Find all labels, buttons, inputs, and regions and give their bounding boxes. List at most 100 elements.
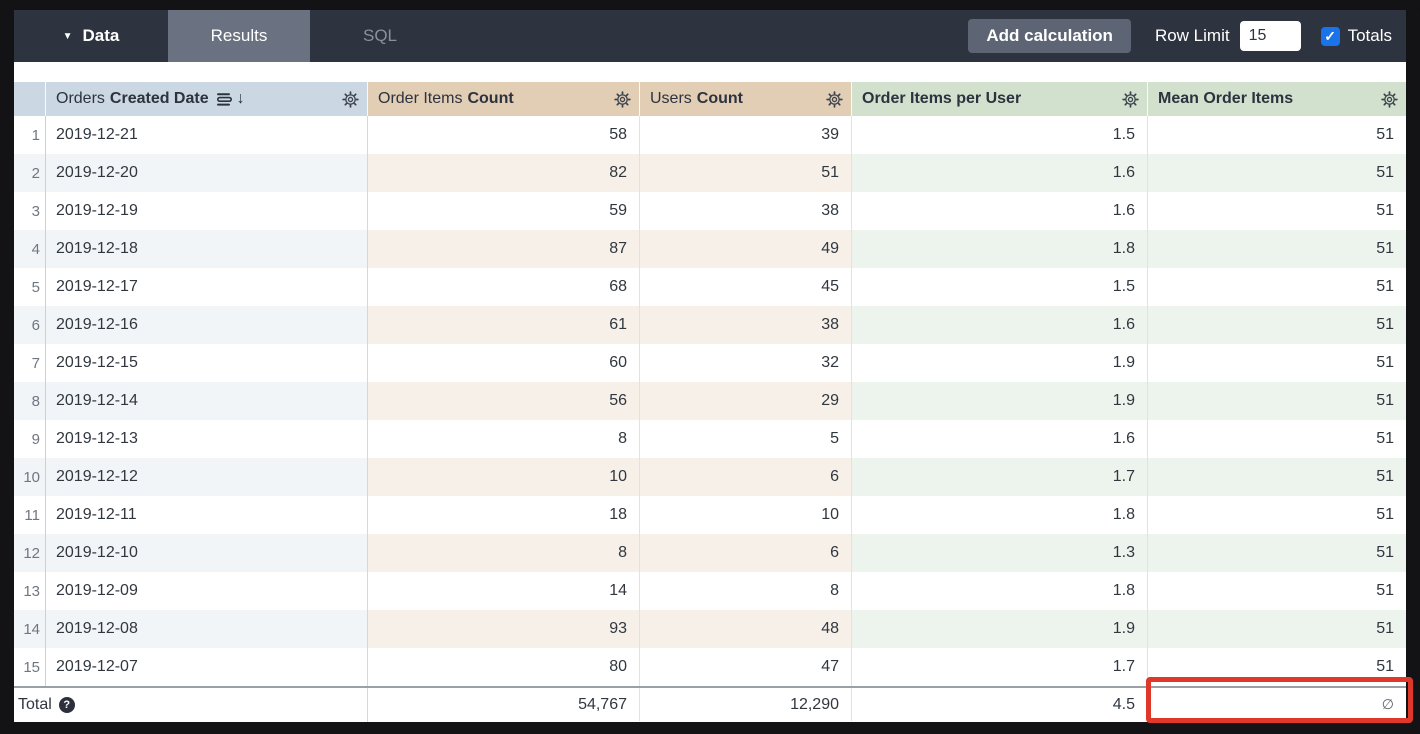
cell-mean-order-items[interactable]: 51 (1148, 116, 1406, 154)
cell-order-items-per-user[interactable]: 1.9 (852, 610, 1148, 648)
cell-order-items-per-user[interactable]: 1.8 (852, 496, 1148, 534)
cell-users-count[interactable]: 47 (640, 648, 852, 686)
cell-mean-order-items[interactable]: 51 (1148, 344, 1406, 382)
cell-mean-order-items[interactable]: 51 (1148, 496, 1406, 534)
cell-mean-order-items[interactable]: 51 (1148, 534, 1406, 572)
cell-users-count[interactable]: 5 (640, 420, 852, 458)
cell-created-date[interactable]: 2019-12-11 (46, 496, 368, 534)
gear-icon[interactable] (614, 90, 631, 108)
cell-order-items-per-user[interactable]: 1.6 (852, 306, 1148, 344)
cell-users-count[interactable]: 38 (640, 192, 852, 230)
cell-order-items-count[interactable]: 59 (368, 192, 640, 230)
total-users-count[interactable]: 12,290 (640, 688, 852, 721)
cell-mean-order-items[interactable]: 51 (1148, 382, 1406, 420)
sort-bars-icon[interactable] (216, 92, 233, 107)
tab-results[interactable]: Results (168, 10, 310, 62)
cell-created-date[interactable]: 2019-12-17 (46, 268, 368, 306)
cell-users-count[interactable]: 45 (640, 268, 852, 306)
cell-mean-order-items[interactable]: 51 (1148, 154, 1406, 192)
cell-users-count[interactable]: 10 (640, 496, 852, 534)
cell-order-items-per-user[interactable]: 1.8 (852, 572, 1148, 610)
cell-order-items-count[interactable]: 8 (368, 534, 640, 572)
cell-created-date[interactable]: 2019-12-14 (46, 382, 368, 420)
cell-order-items-count[interactable]: 80 (368, 648, 640, 686)
cell-users-count[interactable]: 8 (640, 572, 852, 610)
cell-order-items-count[interactable]: 68 (368, 268, 640, 306)
column-header-orders-created-date[interactable]: Orders Created Date ↓ (46, 82, 368, 116)
cell-order-items-per-user[interactable]: 1.6 (852, 192, 1148, 230)
total-order-items-count[interactable]: 54,767 (368, 688, 640, 721)
cell-mean-order-items[interactable]: 51 (1148, 458, 1406, 496)
gear-icon[interactable] (826, 90, 843, 108)
cell-order-items-per-user[interactable]: 1.7 (852, 648, 1148, 686)
column-header-users-count[interactable]: Users Count (640, 82, 852, 116)
cell-order-items-count[interactable]: 10 (368, 458, 640, 496)
cell-mean-order-items[interactable]: 51 (1148, 610, 1406, 648)
cell-mean-order-items[interactable]: 51 (1148, 306, 1406, 344)
column-header-order-items-per-user[interactable]: Order Items per User (852, 82, 1148, 116)
cell-users-count[interactable]: 38 (640, 306, 852, 344)
cell-mean-order-items[interactable]: 51 (1148, 230, 1406, 268)
totals-checkbox[interactable]: ✓ (1320, 26, 1340, 46)
cell-users-count[interactable]: 6 (640, 534, 852, 572)
total-mean-order-items[interactable]: ∅ (1148, 688, 1406, 721)
cell-users-count[interactable]: 48 (640, 610, 852, 648)
data-section-toggle[interactable]: ▼ Data (14, 10, 168, 62)
cell-order-items-count[interactable]: 58 (368, 116, 640, 154)
cell-created-date[interactable]: 2019-12-07 (46, 648, 368, 686)
cell-order-items-per-user[interactable]: 1.7 (852, 458, 1148, 496)
cell-created-date[interactable]: 2019-12-13 (46, 420, 368, 458)
column-header-mean-order-items[interactable]: Mean Order Items (1148, 82, 1406, 116)
row-limit-input[interactable] (1239, 21, 1301, 51)
cell-created-date[interactable]: 2019-12-10 (46, 534, 368, 572)
row-number: 5 (14, 268, 46, 306)
gear-icon[interactable] (342, 90, 359, 108)
cell-created-date[interactable]: 2019-12-08 (46, 610, 368, 648)
cell-users-count[interactable]: 6 (640, 458, 852, 496)
gear-icon[interactable] (1381, 90, 1398, 108)
cell-order-items-count[interactable]: 60 (368, 344, 640, 382)
cell-order-items-per-user[interactable]: 1.5 (852, 116, 1148, 154)
total-row: Total ? 54,767 12,290 4.5 ∅ (14, 686, 1406, 722)
cell-order-items-count[interactable]: 61 (368, 306, 640, 344)
cell-created-date[interactable]: 2019-12-19 (46, 192, 368, 230)
tab-sql[interactable]: SQL (362, 26, 398, 45)
cell-users-count[interactable]: 49 (640, 230, 852, 268)
cell-order-items-per-user[interactable]: 1.6 (852, 154, 1148, 192)
cell-order-items-count[interactable]: 56 (368, 382, 640, 420)
cell-order-items-per-user[interactable]: 1.9 (852, 382, 1148, 420)
cell-users-count[interactable]: 39 (640, 116, 852, 154)
cell-users-count[interactable]: 32 (640, 344, 852, 382)
cell-order-items-per-user[interactable]: 1.5 (852, 268, 1148, 306)
cell-order-items-per-user[interactable]: 1.6 (852, 420, 1148, 458)
cell-mean-order-items[interactable]: 51 (1148, 572, 1406, 610)
cell-order-items-count[interactable]: 87 (368, 230, 640, 268)
gear-icon[interactable] (1122, 90, 1139, 108)
cell-created-date[interactable]: 2019-12-09 (46, 572, 368, 610)
cell-users-count[interactable]: 29 (640, 382, 852, 420)
cell-order-items-count[interactable]: 14 (368, 572, 640, 610)
cell-mean-order-items[interactable]: 51 (1148, 268, 1406, 306)
sort-descending-icon[interactable]: ↓ (236, 90, 245, 107)
cell-users-count[interactable]: 51 (640, 154, 852, 192)
column-header-order-items-count[interactable]: Order Items Count (368, 82, 640, 116)
cell-mean-order-items[interactable]: 51 (1148, 648, 1406, 686)
cell-mean-order-items[interactable]: 51 (1148, 420, 1406, 458)
cell-created-date[interactable]: 2019-12-18 (46, 230, 368, 268)
cell-created-date[interactable]: 2019-12-21 (46, 116, 368, 154)
cell-mean-order-items[interactable]: 51 (1148, 192, 1406, 230)
total-order-items-per-user[interactable]: 4.5 (852, 688, 1148, 721)
cell-created-date[interactable]: 2019-12-16 (46, 306, 368, 344)
cell-order-items-per-user[interactable]: 1.3 (852, 534, 1148, 572)
add-calculation-button[interactable]: Add calculation (968, 19, 1131, 53)
cell-order-items-count[interactable]: 82 (368, 154, 640, 192)
help-icon[interactable]: ? (58, 697, 75, 713)
cell-order-items-count[interactable]: 8 (368, 420, 640, 458)
cell-order-items-count[interactable]: 93 (368, 610, 640, 648)
cell-order-items-count[interactable]: 18 (368, 496, 640, 534)
cell-order-items-per-user[interactable]: 1.9 (852, 344, 1148, 382)
cell-created-date[interactable]: 2019-12-12 (46, 458, 368, 496)
cell-order-items-per-user[interactable]: 1.8 (852, 230, 1148, 268)
cell-created-date[interactable]: 2019-12-20 (46, 154, 368, 192)
cell-created-date[interactable]: 2019-12-15 (46, 344, 368, 382)
